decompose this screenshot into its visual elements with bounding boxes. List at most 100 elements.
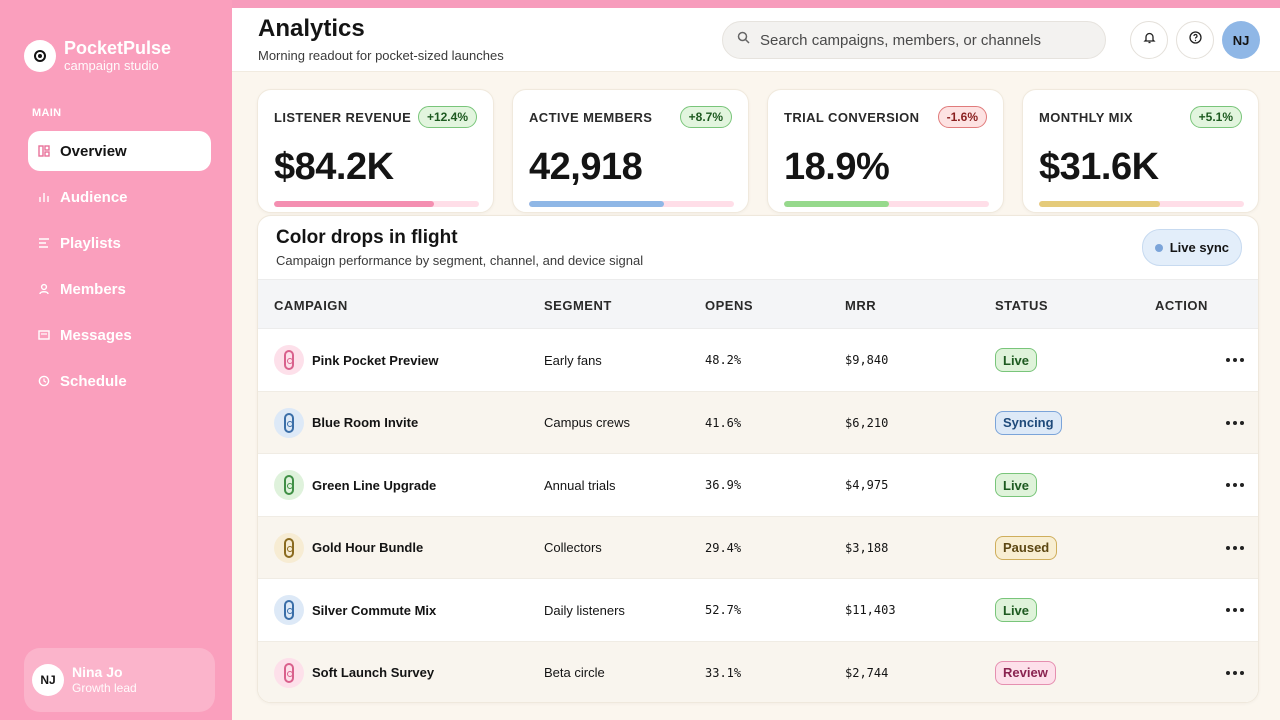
table-row[interactable]: Soft Launch Survey Beta circle 33.1% $2,744… [258,641,1258,703]
status-cell: Review [995,642,1056,703]
more-dot-icon [1226,608,1230,612]
campaign-name[interactable]: Green Line Upgrade [312,477,437,493]
status-badge: Live [995,473,1038,497]
notifications-button[interactable] [1130,21,1168,59]
column-header-action: ACTION [1155,298,1208,313]
user-avatar[interactable]: NJ [1222,21,1260,59]
column-header-segment[interactable]: SEGMENT [544,298,612,313]
opens-cell: 29.4% [705,540,742,555]
more-dot-icon [1226,670,1230,675]
opens-cell: 33.1% [705,665,742,680]
column-header-campaign[interactable]: CAMPAIGN [274,298,348,313]
campaign-name[interactable]: Gold Hour Bundle [312,540,424,555]
members-icon [38,283,50,295]
sidebar-item-audience[interactable]: Audience [28,177,211,217]
table-row[interactable]: Silver Commute Mix Daily listeners 52.7% $1… [258,579,1258,642]
more-actions-button[interactable] [1226,352,1244,368]
sidebar-item-playlists[interactable]: Playlists [28,223,211,263]
segment-cell: Annual trials [544,477,616,493]
status-cell: Live [995,329,1038,391]
status-badge: Live [995,348,1038,372]
campaign-icon [274,532,304,563]
sync-dot-icon [1154,243,1163,252]
kpi-label: TRIAL CONVERSION [784,110,920,125]
table-row[interactable]: Green Line Upgrade Annual trials 36.9% $4,9… [258,454,1258,517]
campaign-cell: Gold Hour Bundle [274,517,423,579]
table-row[interactable]: Pink Pocket Preview Early fans 48.2% $9,840… [258,329,1258,392]
status-badge: Syncing [995,410,1062,435]
search-bar[interactable] [722,21,1106,59]
campaign-name[interactable]: Soft Launch Survey [312,665,435,680]
kpi-card-listener-revenue: LISTENER REVENUE +12.4% $84.2K [257,89,494,213]
status-cell: Live [995,454,1038,516]
campaign-icon [274,407,304,438]
live-sync-button[interactable]: Live sync [1141,229,1242,266]
profile-role: Growth lead [72,681,137,695]
kpi-progress-fill [784,201,889,207]
kpi-change-badge: +5.1% [1189,106,1242,128]
kpi-progress-track [784,201,989,207]
opens-cell: 52.7% [705,603,742,617]
help-button[interactable] [1176,21,1214,59]
brand[interactable]: PocketPulse campaign studio [24,38,171,74]
search-input[interactable] [760,31,1090,49]
panel-subtitle: Campaign performance by segment, channel… [276,253,644,268]
more-actions-button[interactable] [1226,477,1244,493]
page-subtitle: Morning readout for pocket-sized launche… [258,48,504,63]
more-dot-icon [1233,420,1237,425]
more-dot-icon [1240,670,1244,675]
profile-card[interactable]: NJ Nina Jo Growth lead [24,648,215,712]
campaign-table-panel: Color drops in flight Campaign performan… [257,215,1259,703]
help-icon [1188,31,1202,49]
more-actions-button[interactable] [1226,540,1244,556]
mrr-cell: $6,210 [845,415,889,430]
table-header: CAMPAIGN SEGMENT OPENS MRR STATUS ACTION [258,279,1258,329]
sidebar-item-messages[interactable]: Messages [28,315,211,355]
kpi-change-badge: -1.6% [937,106,987,128]
sidebar-item-label: Overview [60,142,127,160]
sidebar-item-label: Members [60,280,126,298]
campaign-cell: Silver Commute Mix [274,579,436,641]
kpi-label: MONTHLY MIX [1039,110,1133,125]
status-badge: Review [995,660,1056,685]
campaign-name[interactable]: Pink Pocket Preview [312,352,439,368]
column-header-mrr[interactable]: MRR [845,298,877,313]
more-actions-button[interactable] [1226,415,1244,431]
avatar: NJ [32,664,64,696]
table-row[interactable]: Blue Room Invite Campus crews 41.6% $6,210 S… [258,391,1258,454]
mrr-cell: $11,403 [845,603,896,617]
sidebar-item-overview[interactable]: Overview [28,131,211,171]
column-header-status[interactable]: STATUS [995,298,1049,313]
more-actions-button[interactable] [1226,665,1244,681]
more-actions-button[interactable] [1226,602,1244,618]
panel-title: Color drops in flight [276,227,458,248]
bell-icon [1142,31,1156,49]
kpi-card-active-members: ACTIVE MEMBERS +8.7% 42,918 [512,89,749,213]
opens-cell: 41.6% [705,415,742,430]
kpi-progress-fill [274,201,434,207]
table-row[interactable]: Gold Hour Bundle Collectors 29.4% $3,188 Pau… [258,516,1258,579]
kpi-value: 18.9% [784,146,890,188]
kpi-label: ACTIVE MEMBERS [529,110,653,125]
campaign-icon [274,657,304,688]
sidebar-item-label: Schedule [60,372,127,390]
kpi-value: $31.6K [1039,146,1159,188]
more-dot-icon [1240,545,1244,550]
more-dot-icon [1240,420,1244,425]
opens-cell: 36.9% [705,478,742,492]
sidebar-item-members[interactable]: Members [28,269,211,309]
mrr-cell: $9,840 [845,353,889,367]
kpi-card-monthly-mix: MONTHLY MIX +5.1% $31.6K [1022,89,1259,213]
mrr-cell: $3,188 [845,540,889,555]
audience-icon [38,191,50,203]
kpi-card-trial-conversion: TRIAL CONVERSION -1.6% 18.9% [767,89,1004,213]
campaign-name[interactable]: Silver Commute Mix [312,602,437,618]
sidebar-item-schedule[interactable]: Schedule [28,361,211,401]
sidebar-item-label: Audience [60,188,128,206]
column-header-opens[interactable]: OPENS [705,298,754,313]
messages-icon [38,329,50,341]
campaign-name[interactable]: Blue Room Invite [312,415,419,430]
campaign-cell: Blue Room Invite [274,392,418,454]
brand-tagline: campaign studio [64,58,159,73]
brand-logo-icon [24,40,56,72]
